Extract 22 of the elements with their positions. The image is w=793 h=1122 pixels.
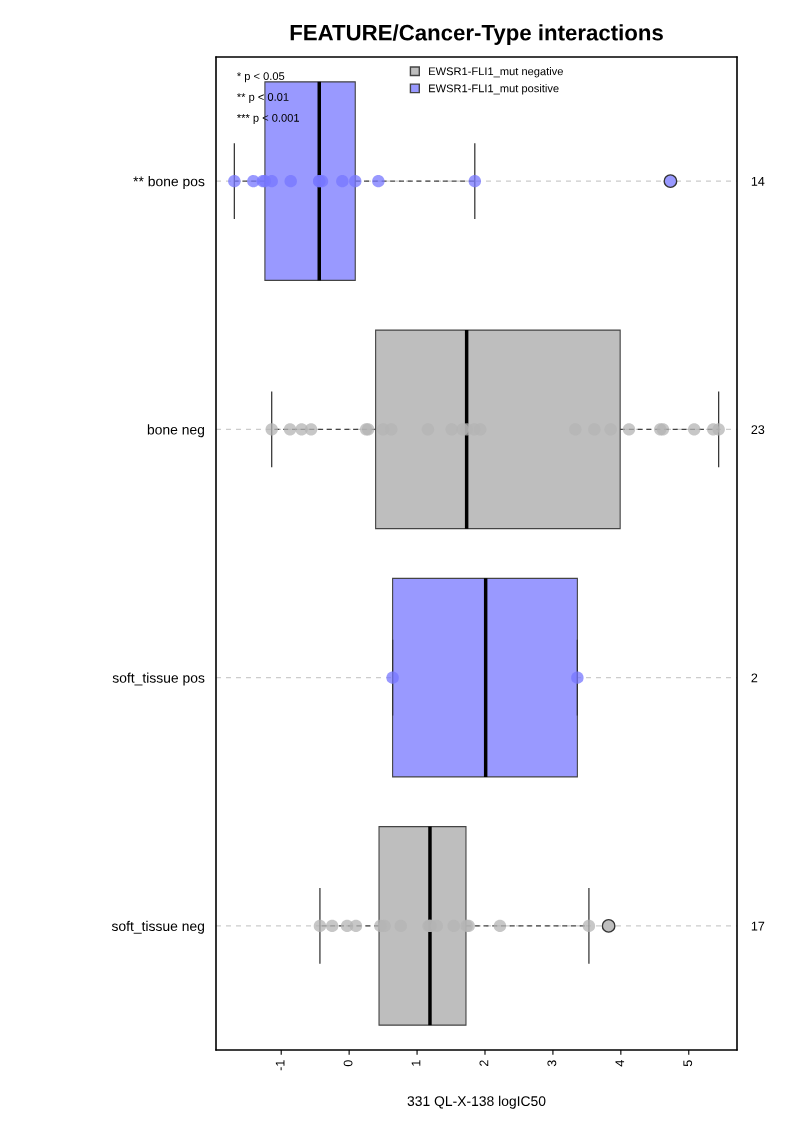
x-tick-label: 1 (411, 1060, 421, 1066)
chart-title: FEATURE/Cancer-Type interactions (290, 24, 663, 45)
y2-tick-label: 2 (751, 673, 758, 683)
y-tick-label: ** bone pos (133, 176, 205, 190)
y2-tick-label: 14 (751, 177, 765, 186)
annotation: *** p < 0.001 (237, 113, 299, 124)
legend-label: EWSR1-FLI1_mut positive (429, 84, 559, 95)
x-tick-label: 4 (615, 1060, 625, 1067)
x-tick-label: 0 (343, 1060, 353, 1067)
annotation: * p < 0.05 (237, 72, 285, 83)
x-tick-label: 2 (479, 1060, 489, 1067)
x-tick-label: 5 (683, 1060, 693, 1067)
y-tick-label: bone neg (147, 424, 204, 438)
annotation: ** p < 0.01 (237, 93, 289, 104)
x-tick-label: 3 (547, 1060, 557, 1067)
y-tick-label: soft_tissue pos (112, 672, 205, 686)
y2-tick-label: 17 (751, 921, 765, 931)
y-tick-label: soft_tissue neg (111, 920, 204, 934)
y2-tick-label: 23 (751, 425, 765, 435)
x-tick-label: -1 (275, 1060, 285, 1071)
legend-label: EWSR1-FLI1_mut negative (429, 67, 563, 78)
x-axis-title: 331 QL-X-138 logIC50 (407, 1095, 546, 1109)
